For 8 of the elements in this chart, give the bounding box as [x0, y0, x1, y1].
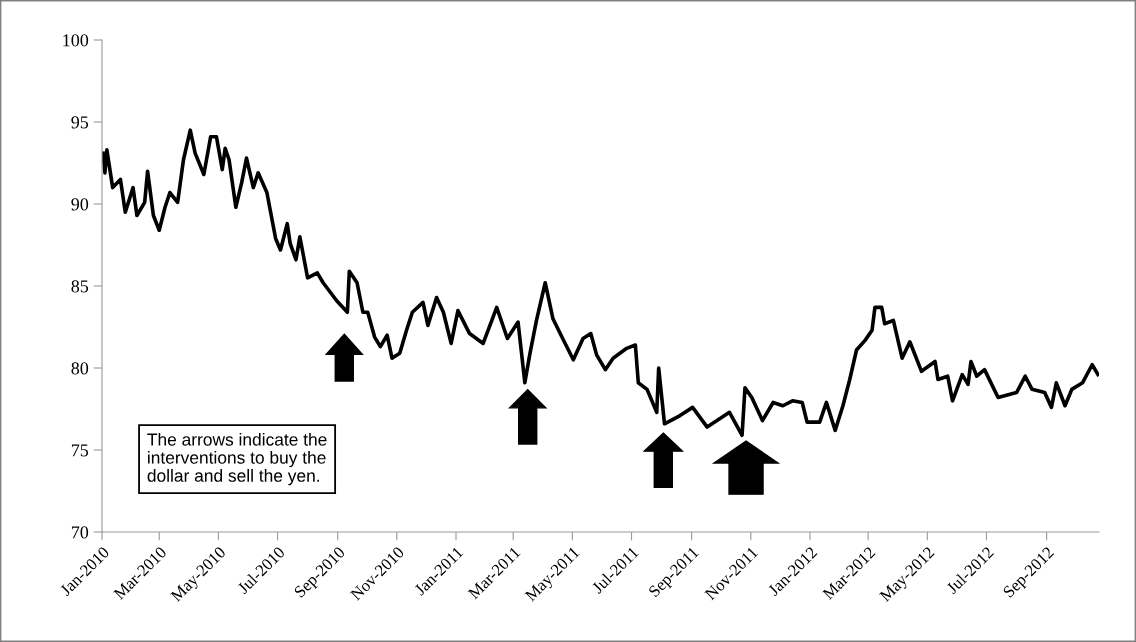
y-tick-label: 85: [71, 280, 89, 293]
y-tick-label: 95: [71, 116, 89, 129]
y-tick-label: 80: [71, 362, 89, 375]
y-tick-label: 100: [63, 34, 89, 47]
y-tick-label: 70: [71, 526, 89, 539]
y-tick-label: 75: [71, 444, 89, 457]
y-tick-label: 90: [71, 198, 89, 211]
annotation: The arrows indicate the interventions to buy the dollar and sell the yen.: [147, 432, 327, 486]
